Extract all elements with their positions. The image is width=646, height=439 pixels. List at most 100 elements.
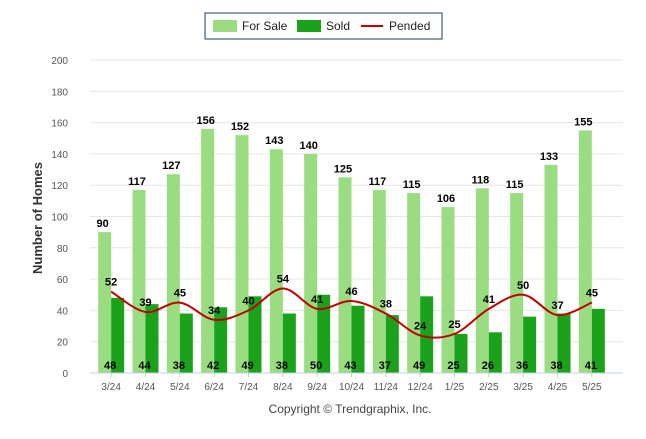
label-for-sale-10-24: 125 (334, 163, 352, 175)
bar-sold-7-24 (248, 296, 262, 373)
label-pended-3-24: 52 (105, 277, 117, 289)
line-layer (110, 287, 593, 339)
label-for-sale-3-25: 115 (506, 179, 524, 191)
label-for-sale-2-25: 118 (471, 174, 489, 186)
bar-for-sale-11-24 (372, 189, 386, 373)
labels-layer: 90 48 117 44 127 38 156 42 152 49 143 38 140 50 125 43 1… (97, 115, 598, 372)
label-for-sale-6-24: 156 (196, 115, 214, 127)
label-sold-4-24: 44 (138, 360, 151, 372)
bar-sold-9-24 (317, 294, 331, 373)
y-tick-label-100: 100 (51, 213, 68, 224)
bar-sold-4-25 (557, 313, 571, 373)
x-tick-label-5-25: 5/25 (582, 382, 602, 393)
y-tick-label-0: 0 (62, 369, 68, 380)
label-pended-9-24: 41 (311, 294, 323, 306)
x-tick-label-4-25: 4/25 (548, 382, 568, 393)
bar-sold-2-25 (488, 332, 502, 373)
label-pended-8-24: 54 (277, 273, 290, 285)
x-tick-label-8-24: 8/24 (273, 382, 293, 393)
x-tick-label-3-24: 3/24 (101, 382, 121, 393)
label-sold-5-24: 38 (173, 360, 185, 372)
label-sold-8-24: 38 (276, 360, 288, 372)
label-pended-6-24: 34 (208, 305, 221, 317)
label-sold-3-24: 48 (104, 360, 116, 372)
bar-for-sale-7-24 (235, 135, 249, 373)
legend-swatch-sold (297, 20, 321, 32)
x-tick-label-9-24: 9/24 (307, 382, 327, 393)
y-tick-label-20: 20 (57, 338, 69, 349)
x-tick-label-12-24: 12/24 (408, 382, 433, 393)
label-pended-5-24: 45 (174, 288, 186, 300)
label-for-sale-4-25: 133 (540, 151, 558, 163)
label-for-sale-9-24: 140 (299, 140, 317, 152)
x-tick-label-1-25: 1/25 (445, 382, 465, 393)
label-sold-3-25: 36 (516, 360, 528, 372)
label-pended-1-25: 25 (448, 319, 460, 331)
y-tick-label-160: 160 (51, 119, 68, 130)
legend-label-pended: Pended (389, 19, 430, 33)
label-sold-4-25: 38 (550, 360, 562, 372)
legend-box (204, 12, 443, 40)
y-tick-label-140: 140 (51, 150, 68, 161)
y-tick-label-40: 40 (57, 306, 69, 317)
label-for-sale-12-24: 115 (403, 179, 421, 191)
label-sold-7-24: 49 (241, 360, 253, 372)
bar-sold-8-24 (282, 313, 296, 373)
bar-for-sale-1-25 (441, 207, 455, 373)
label-sold-12-24: 49 (413, 360, 425, 372)
bar-sold-12-24 (420, 296, 434, 373)
bar-for-sale-2-25 (475, 188, 489, 373)
y-tick-label-60: 60 (57, 275, 69, 286)
x-tick-label-2-25: 2/25 (479, 382, 499, 393)
y-tick-label-180: 180 (51, 87, 68, 98)
bar-for-sale-3-24 (98, 232, 112, 373)
x-axis: 3/24 4/24 5/24 6/24 7/24 8/24 9/24 10/24 11/24 12… (90, 372, 623, 393)
bar-for-sale-5-25 (578, 130, 592, 373)
label-for-sale-3-24: 90 (97, 218, 109, 230)
label-pended-7-24: 40 (242, 295, 254, 307)
x-tick-label-3-25: 3/25 (513, 382, 533, 393)
bars-layer (98, 128, 605, 373)
bar-for-sale-8-24 (269, 149, 283, 373)
bar-for-sale-6-24 (201, 128, 215, 373)
x-tick-label-5-24: 5/24 (170, 382, 190, 393)
label-pended-11-24: 38 (380, 299, 392, 311)
x-tick-label-4-24: 4/24 (136, 382, 156, 393)
bar-sold-1-25 (454, 333, 468, 373)
label-sold-11-24: 37 (379, 360, 391, 372)
bar-sold-5-25 (591, 308, 605, 373)
copyright-footer: Copyright © Trendgraphix, Inc. (269, 402, 432, 416)
bar-for-sale-3-25 (510, 193, 524, 373)
legend: For Sale Sold Pended (204, 12, 443, 40)
bar-for-sale-4-25 (544, 164, 558, 373)
label-for-sale-5-24: 127 (162, 160, 180, 172)
legend-label-for-sale: For Sale (242, 19, 288, 33)
label-for-sale-1-25: 106 (437, 193, 455, 205)
bar-sold-3-25 (523, 316, 537, 373)
bar-sold-4-24 (145, 304, 159, 373)
bar-for-sale-5-24 (166, 174, 180, 373)
bar-sold-6-24 (214, 307, 228, 373)
label-pended-4-25: 37 (551, 300, 563, 312)
y-axis-label: Number of Homes (30, 162, 45, 274)
label-pended-4-24: 39 (139, 297, 151, 309)
y-tick-label-80: 80 (57, 244, 69, 255)
label-pended-12-24: 24 (414, 320, 427, 332)
x-tick-label-7-24: 7/24 (239, 382, 259, 393)
bar-for-sale-10-24 (338, 177, 352, 373)
label-sold-2-25: 26 (482, 360, 494, 372)
label-for-sale-8-24: 143 (265, 135, 283, 147)
legend-label-sold: Sold (326, 19, 350, 33)
x-tick-label-10-24: 10/24 (339, 382, 364, 393)
label-pended-3-25: 50 (517, 280, 529, 292)
bar-sold-3-24 (111, 297, 125, 373)
bar-sold-11-24 (385, 315, 399, 373)
label-for-sale-5-25: 155 (574, 116, 592, 128)
label-pended-10-24: 46 (345, 286, 357, 298)
bar-for-sale-9-24 (304, 153, 318, 373)
label-pended-5-25: 45 (586, 288, 598, 300)
x-tick-label-11-24: 11/24 (374, 382, 399, 393)
label-for-sale-4-24: 117 (128, 176, 146, 188)
